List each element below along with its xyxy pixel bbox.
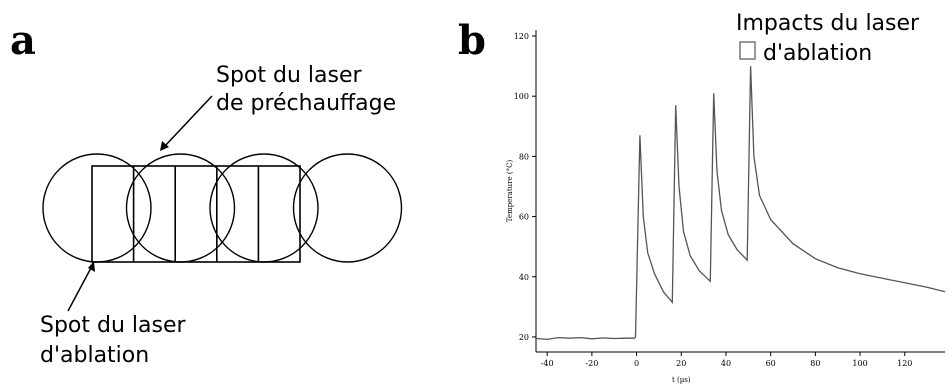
x-tick-label: 20: [676, 359, 686, 368]
x-tick-label: 80: [810, 359, 820, 368]
legend-line1: Impacts du laser: [736, 11, 920, 36]
y-tick-label: 80: [519, 152, 529, 161]
laser-spots-diagram: [42, 153, 403, 263]
x-tick-label: 40: [721, 359, 731, 368]
axis-ticks: -40 -20 0 20 40 60 80 100 120 20 40 60 80 100 120: [514, 32, 913, 368]
x-tick-label: -40: [541, 359, 554, 368]
y-axis-title: Temperature (°C): [506, 160, 514, 223]
temperature-chart: -40 -20 0 20 40 60 80 100 120 20 40 60 80 100 120 Temp…: [506, 30, 946, 384]
ablation-arrow: [67, 261, 95, 312]
preheat-spot-circle: [125, 153, 236, 263]
preheat-arrow: [160, 95, 213, 151]
panel-a-letter: a: [10, 17, 36, 64]
y-tick-label: 120: [514, 32, 529, 41]
ablation-squares-outline: [91, 165, 301, 263]
x-tick-label: 60: [766, 359, 776, 368]
y-tick-label: 20: [519, 333, 529, 342]
y-tick-label: 60: [519, 213, 529, 222]
temperature-line: [535, 66, 946, 341]
preheat-spot-circle: [209, 153, 319, 263]
preheat-label-line2: de préchauffage: [216, 91, 396, 116]
panel-b: b Impacts du laser d'ablation -40 -20 0 20 4…: [458, 11, 946, 384]
x-tick-label: -20: [585, 359, 598, 368]
panel-a: a Spot du laser de préchauffage Spot du …: [10, 17, 403, 368]
ablation-label-line1: Spot du laser: [40, 313, 187, 338]
panel-b-letter: b: [458, 17, 486, 64]
preheat-spot-circle: [292, 153, 403, 263]
preheat-spot-circle: [42, 153, 152, 263]
legend-marker: [739, 41, 756, 60]
preheat-label-line1: Spot du laser: [216, 63, 363, 88]
legend-line2: d'ablation: [763, 41, 872, 66]
x-tick-label: 0: [634, 359, 639, 368]
x-tick-label: 100: [852, 359, 867, 368]
y-tick-label: 40: [519, 273, 529, 282]
x-tick-label: 120: [897, 359, 912, 368]
y-tick-label: 100: [514, 92, 529, 101]
ablation-label-line2: d'ablation: [40, 343, 149, 368]
x-axis-title: t (µs): [672, 376, 691, 384]
